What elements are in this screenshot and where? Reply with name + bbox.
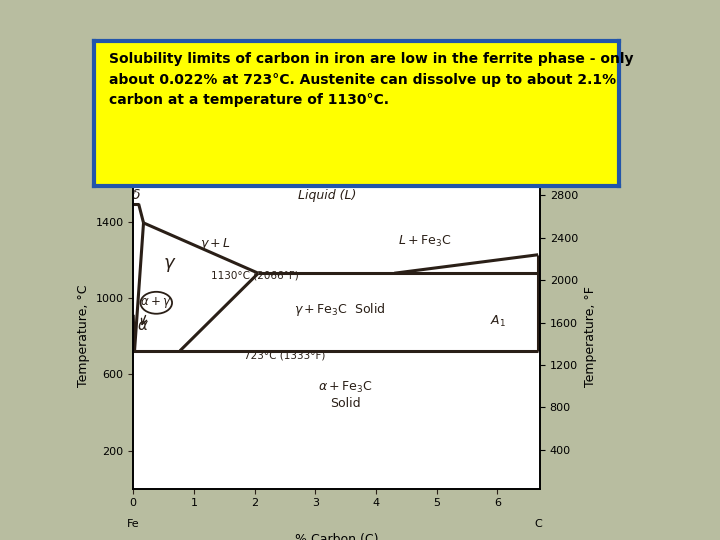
Y-axis label: Temperature, °F: Temperature, °F (583, 286, 597, 387)
Text: $\alpha + \mathrm{Fe_3C}$
Solid: $\alpha + \mathrm{Fe_3C}$ Solid (318, 380, 373, 410)
Text: $\gamma$: $\gamma$ (163, 255, 176, 273)
Text: Fe: Fe (127, 519, 140, 529)
Text: 723°C (1333°F): 723°C (1333°F) (244, 350, 325, 360)
Text: $\gamma + L$: $\gamma + L$ (199, 235, 230, 252)
Text: $\alpha + \gamma$: $\alpha + \gamma$ (140, 295, 172, 310)
Y-axis label: Temperature, °C: Temperature, °C (77, 285, 90, 387)
Text: 1130°C (2066°F): 1130°C (2066°F) (211, 271, 299, 281)
Text: Liquid (L): Liquid (L) (298, 189, 356, 202)
Text: C: C (534, 519, 542, 529)
Text: Solubility limits of carbon in iron are low in the ferrite phase - only
about 0.: Solubility limits of carbon in iron are … (109, 52, 634, 107)
Text: $A_1$: $A_1$ (490, 314, 505, 329)
Text: $\alpha$: $\alpha$ (137, 319, 148, 333)
Text: $\delta$: $\delta$ (131, 188, 140, 202)
X-axis label: % Carbon (C): % Carbon (C) (295, 534, 378, 540)
Text: $\gamma + \mathrm{Fe_3C}$  Solid: $\gamma + \mathrm{Fe_3C}$ Solid (294, 301, 385, 318)
Text: $L + \mathrm{Fe_3C}$: $L + \mathrm{Fe_3C}$ (398, 234, 451, 249)
